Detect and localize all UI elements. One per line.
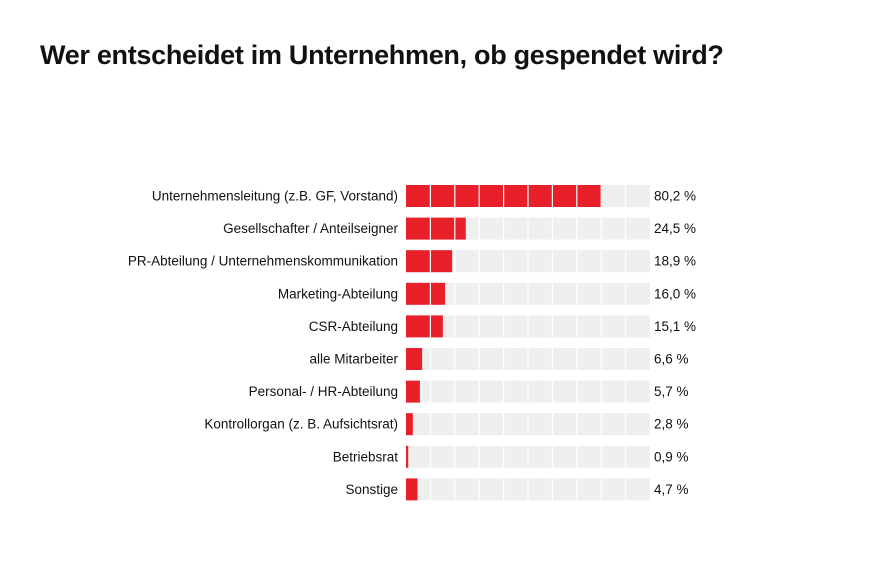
- bar: [406, 217, 466, 240]
- value-label: 15,1 %: [654, 319, 696, 334]
- bar: [406, 445, 409, 468]
- category-label: Marketing-Abteilung: [278, 286, 398, 301]
- bar: [406, 478, 418, 501]
- value-label: 0,9 %: [654, 449, 689, 464]
- value-label: 6,6 %: [654, 352, 689, 367]
- category-label: PR-Abteilung / Unternehmenskommunikation: [128, 254, 398, 269]
- value-label: 80,2 %: [654, 189, 696, 204]
- bar: [406, 413, 413, 436]
- value-label: 18,9 %: [654, 254, 696, 269]
- value-label: 24,5 %: [654, 221, 696, 236]
- value-label: 4,7 %: [654, 482, 689, 497]
- category-label: Unternehmensleitung (z.B. GF, Vorstand): [152, 189, 398, 204]
- value-label: 16,0 %: [654, 286, 696, 301]
- value-label: 2,8 %: [654, 417, 689, 432]
- category-label: CSR-Abteilung: [309, 319, 398, 334]
- bar: [406, 380, 420, 403]
- category-label: Sonstige: [345, 482, 398, 497]
- category-label: alle Mitarbeiter: [309, 352, 398, 367]
- category-label: Personal- / HR-Abteilung: [249, 384, 398, 399]
- category-label: Gesellschafter / Anteilseigner: [223, 221, 398, 236]
- category-label: Kontrollorgan (z. B. Aufsichtsrat): [204, 417, 398, 432]
- bar: [406, 250, 453, 273]
- bar-rows: Unternehmensleitung (z.B. GF, Vorstand) 8…: [128, 185, 696, 501]
- bar: [406, 315, 443, 338]
- bar: [406, 282, 446, 305]
- bar: [406, 348, 423, 370]
- value-label: 5,7 %: [654, 384, 689, 399]
- chart-title: Wer entscheidet im Unternehmen, ob gespe…: [40, 40, 724, 70]
- category-label: Betriebsrat: [333, 449, 399, 464]
